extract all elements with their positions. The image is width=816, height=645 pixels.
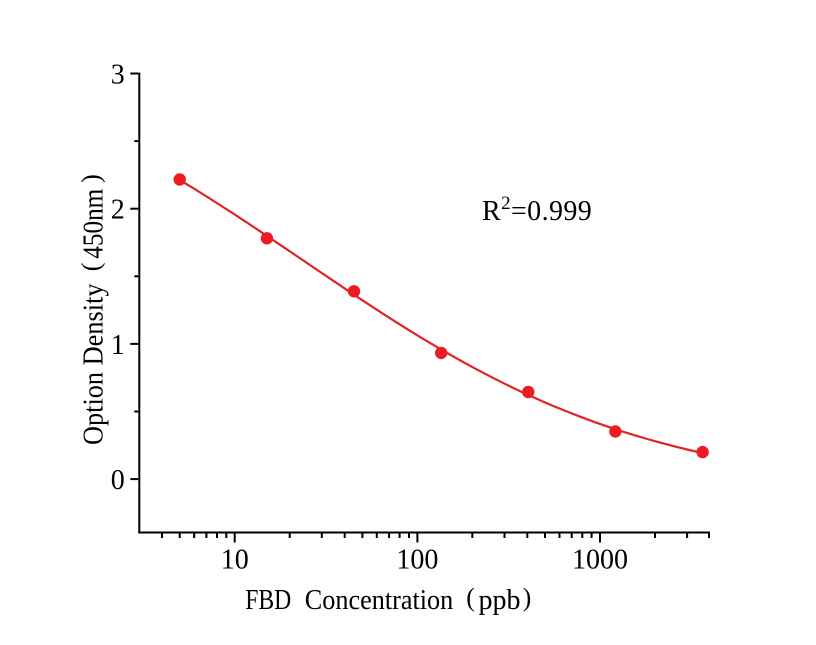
svg-text:ppb: ppb <box>479 585 521 616</box>
svg-text:450nm: 450nm <box>77 188 109 258</box>
svg-text:1000: 1000 <box>572 545 628 576</box>
svg-text:1: 1 <box>111 330 125 361</box>
svg-text:): ) <box>77 174 106 183</box>
svg-text:(: ( <box>466 583 475 612</box>
svg-text:R2=0.999: R2=0.999 <box>482 193 592 227</box>
svg-text:Option Density: Option Density <box>78 283 109 445</box>
svg-text:FBD: FBD <box>245 584 291 615</box>
svg-text:10: 10 <box>221 545 249 576</box>
svg-text:(: ( <box>77 263 106 272</box>
svg-text:2: 2 <box>111 195 125 226</box>
svg-text:0: 0 <box>111 465 125 496</box>
svg-text:3: 3 <box>111 59 125 90</box>
svg-text:): ) <box>523 583 532 612</box>
svg-text:100: 100 <box>396 545 438 576</box>
svg-text:Concentration: Concentration <box>305 584 454 615</box>
